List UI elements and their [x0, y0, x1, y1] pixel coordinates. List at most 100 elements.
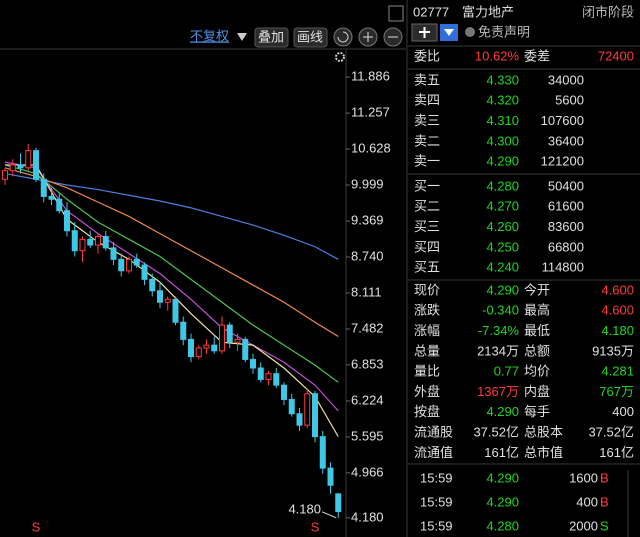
stat-value: 161亿 — [484, 445, 519, 460]
trade-volume: 400 — [576, 494, 598, 509]
candle-body — [2, 170, 8, 180]
stat-value: 2134万 — [477, 343, 519, 358]
candle-body — [172, 298, 179, 323]
adjust-select[interactable]: 不复权 — [190, 28, 229, 43]
candle-body — [126, 258, 132, 272]
book-level: 买五 — [414, 260, 440, 275]
moving-average — [4, 172, 339, 260]
add-icon — [419, 27, 430, 38]
y-tick-label: 6.853 — [351, 356, 384, 371]
candle-body — [188, 338, 194, 358]
book-volume: 107600 — [541, 113, 584, 128]
book-level: 卖二 — [414, 133, 440, 148]
candle-body — [257, 367, 264, 380]
trade-side: S — [600, 518, 609, 533]
book-level: 买四 — [414, 239, 440, 254]
stat-value: 4.600 — [601, 282, 634, 297]
adjust-arrow[interactable] — [237, 33, 247, 41]
candle-body — [79, 238, 86, 252]
panel-toggle[interactable] — [388, 5, 404, 22]
signal-marker: S — [32, 519, 41, 534]
book-price: 4.240 — [486, 260, 519, 275]
candle-body — [33, 150, 39, 180]
overlay-button[interactable] — [254, 27, 289, 48]
stat-label: 总股本 — [524, 425, 563, 440]
candle-body — [319, 436, 326, 469]
y-tick-label: 6.224 — [351, 392, 384, 407]
trade-side: B — [600, 494, 609, 509]
book-level: 买一 — [414, 178, 440, 193]
stat-label: 量比 — [414, 364, 440, 379]
stat-value: 767万 — [599, 384, 634, 399]
candle-body — [219, 324, 225, 352]
candle-body — [335, 493, 342, 513]
book-level: 买二 — [414, 199, 440, 214]
y-tick-label: 10.628 — [351, 140, 391, 155]
candle-body — [102, 235, 109, 249]
candle-body — [226, 324, 233, 343]
trade-price: 4.290 — [486, 470, 519, 485]
signal-marker: S — [311, 519, 320, 534]
candle-body — [250, 358, 256, 369]
y-tick-label: 11.886 — [351, 69, 390, 84]
trade-time: 15:59 — [420, 494, 453, 509]
ratio-label: 委比 — [414, 48, 440, 63]
book-volume: 5600 — [555, 93, 584, 108]
settings-icon[interactable] — [335, 52, 345, 62]
candle-body — [87, 238, 94, 246]
menu-arrow — [444, 29, 454, 36]
book-price: 4.270 — [486, 199, 519, 214]
stat-value: 4.290 — [486, 282, 519, 297]
info-icon — [465, 27, 475, 37]
book-volume: 50400 — [548, 178, 584, 193]
book-price: 4.250 — [486, 239, 519, 254]
stat-value: 4.600 — [601, 303, 634, 318]
book-volume: 66800 — [548, 239, 584, 254]
candle-body — [17, 164, 24, 169]
candle-body — [203, 344, 210, 349]
stat-value: 37.52亿 — [588, 425, 634, 440]
low-pointer — [321, 511, 337, 519]
candle-body — [48, 195, 55, 200]
book-price: 4.320 — [486, 93, 519, 108]
candle-body — [327, 467, 334, 486]
candle-body — [64, 210, 70, 232]
stat-value: -7.34% — [478, 323, 520, 338]
candle-body — [133, 258, 140, 266]
stat-label: 现价 — [414, 282, 440, 297]
low-label: 4.180 — [288, 501, 321, 516]
candle-body — [281, 384, 287, 400]
overlay-label: 叠加 — [258, 29, 284, 44]
candle-body — [312, 393, 318, 438]
disclaimer-link[interactable]: 免责声明 — [478, 24, 530, 39]
candle-body — [141, 264, 148, 280]
draw-button[interactable] — [293, 27, 328, 48]
stat-label: 按盘 — [414, 404, 440, 419]
book-volume: 83600 — [548, 219, 584, 234]
stock-name: 富力地产 — [462, 4, 514, 19]
trade-side: B — [600, 470, 609, 485]
candle-body — [296, 413, 303, 426]
candle-body — [157, 290, 163, 303]
candle-body — [304, 393, 311, 426]
candle-body — [149, 278, 156, 292]
refresh-button[interactable] — [333, 27, 353, 47]
y-tick-label: 9.999 — [351, 176, 384, 191]
book-volume: 36400 — [548, 133, 584, 148]
stat-label: 总市值 — [524, 445, 563, 460]
trade-time: 15:59 — [420, 470, 453, 485]
trade-time: 15:59 — [420, 518, 453, 533]
y-tick-label: 11.257 — [351, 105, 390, 120]
book-volume: 114800 — [542, 260, 584, 275]
book-price: 4.300 — [486, 133, 519, 148]
candle-body — [95, 235, 101, 246]
trade-volume: 2000 — [569, 518, 598, 533]
refresh-icon — [337, 31, 349, 43]
stat-value: 4.180 — [601, 323, 634, 338]
book-level: 卖三 — [414, 113, 440, 128]
y-tick-label: 5.595 — [351, 428, 384, 443]
candle-body — [164, 298, 171, 303]
candle-body — [118, 258, 125, 272]
stat-label: 总量 — [414, 343, 440, 358]
